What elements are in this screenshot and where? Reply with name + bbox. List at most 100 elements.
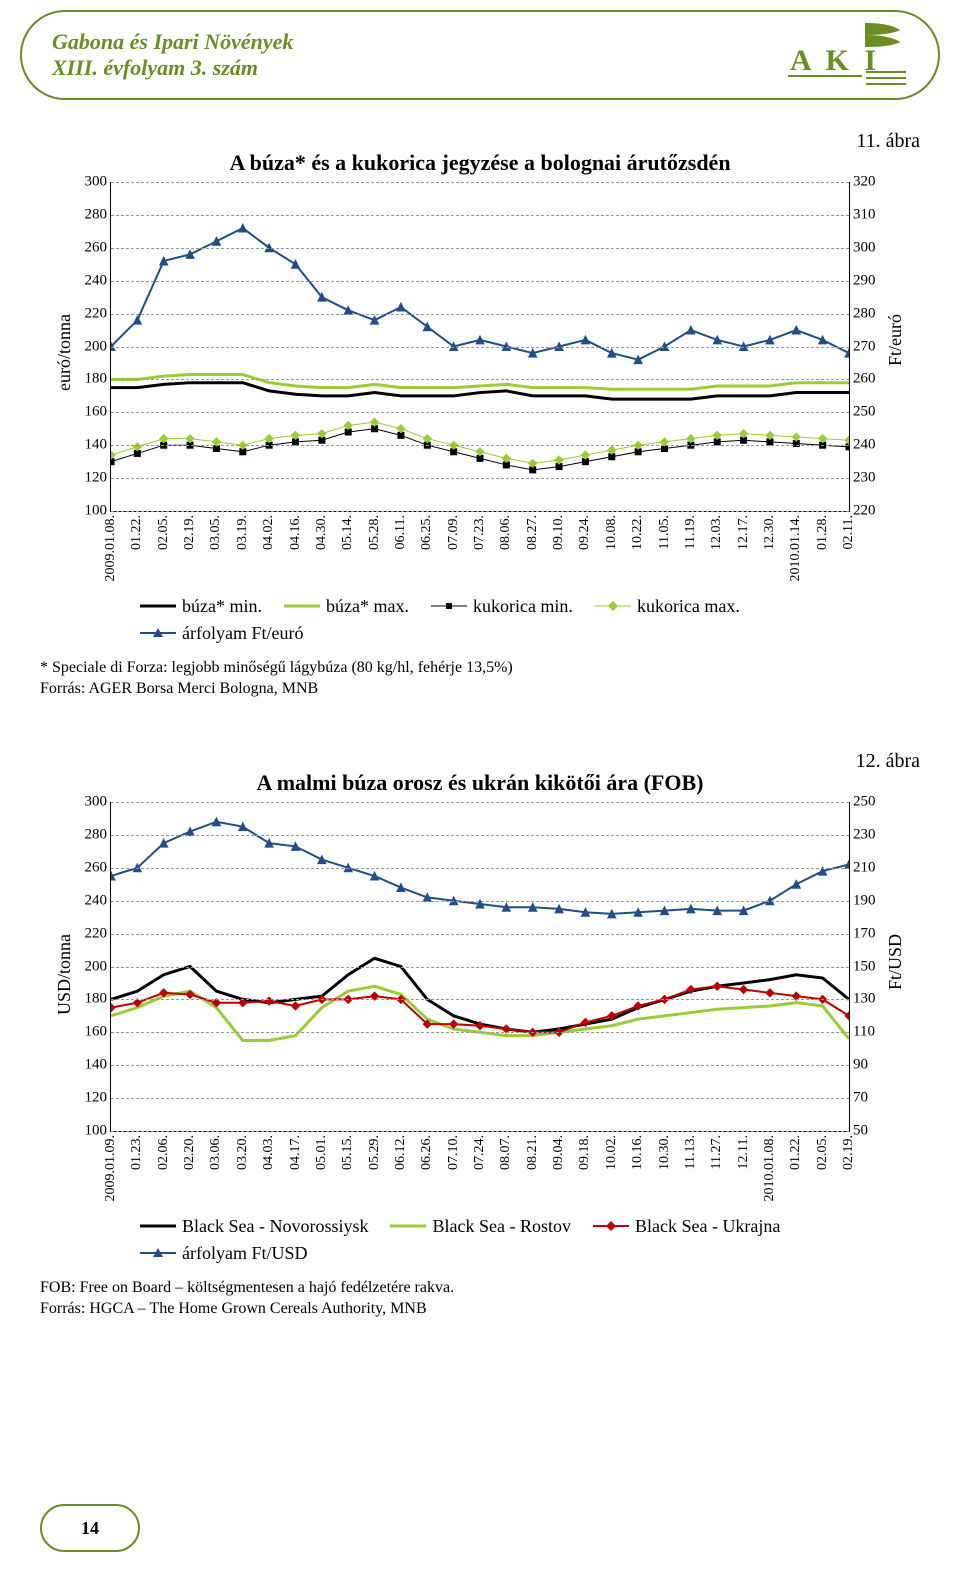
chart2-fig-label: 12. ábra [856,750,920,773]
ytick-right: 50 [853,1123,883,1140]
chart1-footnote2: Forrás: AGER Borsa Merci Bologna, MNB [40,679,920,700]
xtick: 01.22. [788,1135,804,1170]
xtick: 2009.01.08. [103,515,119,582]
xtick: 11.19. [683,515,699,549]
ytick-left: 260 [77,239,107,256]
ytick-right: 130 [853,991,883,1008]
xtick: 10.02. [604,1135,620,1170]
ytick-right: 210 [853,859,883,876]
xtick: 10.22. [630,515,646,550]
xtick: 11.13. [683,1135,699,1169]
chart-2-block: 12. ábra A malmi búza orosz és ukrán kik… [40,770,920,1290]
page-number: 14 [40,1504,140,1552]
xtick: 02.20. [182,1135,198,1170]
xtick: 12.03. [709,515,725,550]
legend-item: Black Sea - Novorossiysk [140,1216,368,1237]
ytick-right: 70 [853,1090,883,1107]
chart2-title: A malmi búza orosz és ukrán kikötői ára … [40,770,920,796]
legend-label: árfolyam Ft/USD [182,1243,308,1264]
xtick: 01.22. [129,515,145,550]
ytick-left: 260 [77,859,107,876]
xtick: 07.23. [472,515,488,550]
xtick: 2009.01.09. [103,1135,119,1202]
xtick: 08.07. [498,1135,514,1170]
legend-label: árfolyam Ft/euró [182,623,303,644]
xtick: 03.06. [208,1135,224,1170]
xtick: 04.30. [314,515,330,550]
ytick-left: 140 [77,1057,107,1074]
ytick-right: 220 [853,503,883,520]
ytick-left: 280 [77,206,107,223]
legend-item: búza* min. [140,596,262,617]
page-header: Gabona és Ipari Növények XIII. évfolyam … [20,10,940,100]
xtick: 08.21. [525,1135,541,1170]
xtick: 12.30. [762,515,778,550]
chart1-ylabel-right: Ft/euró [885,314,906,366]
ytick-left: 220 [77,305,107,322]
xtick: 02.19. [182,515,198,550]
legend-item: Black Sea - Rostov [390,1216,570,1237]
chart-1-block: 11. ábra A búza* és a kukorica jegyzése … [40,150,920,620]
xtick: 2010.01.08. [762,1135,778,1202]
ytick-left: 300 [77,794,107,811]
ytick-right: 150 [853,958,883,975]
xtick: 09.24. [577,515,593,550]
xtick: 06.12. [393,1135,409,1170]
header-title: Gabona és Ipari Növények XIII. évfolyam … [52,29,293,82]
xtick: 08.27. [525,515,541,550]
legend-item: kukorica max. [595,596,740,617]
ytick-right: 230 [853,470,883,487]
legend-label: Black Sea - Rostov [432,1216,570,1237]
chart2-plot-area: 1001201401601802002202402602803005070901… [110,802,850,1132]
legend-item: Black Sea - Ukrajna [593,1216,780,1237]
ytick-right: 170 [853,925,883,942]
ytick-left: 140 [77,437,107,454]
xtick: 02.05. [156,515,172,550]
ytick-right: 250 [853,794,883,811]
xtick: 05.15. [340,1135,356,1170]
ytick-right: 90 [853,1057,883,1074]
xtick: 07.24. [472,1135,488,1170]
chart2-footnote1: FOB: Free on Board – költségmentesen a h… [40,1278,920,1299]
ytick-left: 160 [77,1024,107,1041]
ytick-left: 120 [77,1090,107,1107]
chart1-plot-area: 1001201401601802002202402602803002202302… [110,182,850,512]
chart2-ylabel-right: Ft/USD [885,934,906,990]
ytick-left: 180 [77,991,107,1008]
ytick-right: 290 [853,272,883,289]
legend-label: Black Sea - Ukrajna [635,1216,780,1237]
xtick: 02.11. [841,515,857,549]
xtick: 12.17. [736,515,752,550]
chart2-legend: Black Sea - Novorossiysk Black Sea - Rost… [140,1216,920,1264]
ytick-right: 190 [853,892,883,909]
chart1-footnote: * Speciale di Forza: legjobb minőségű lá… [40,658,920,700]
chart2-footnote: FOB: Free on Board – költségmentesen a h… [40,1278,920,1320]
xtick: 11.27. [709,1135,725,1169]
xtick: 02.19. [841,1135,857,1170]
xtick: 10.30. [657,1135,673,1170]
chart1-title: A búza* és a kukorica jegyzése a bologna… [40,150,920,176]
xtick: 05.01. [314,1135,330,1170]
ytick-left: 200 [77,338,107,355]
xtick: 06.26. [419,1135,435,1170]
ytick-left: 240 [77,272,107,289]
ytick-left: 240 [77,892,107,909]
xtick: 08.06. [498,515,514,550]
chart1-legend: búza* min.búza* max.kukorica min.kukoric… [140,596,920,644]
ytick-right: 280 [853,305,883,322]
ytick-right: 250 [853,404,883,421]
xtick: 03.05. [208,515,224,550]
logo: A K I [788,20,908,90]
xtick: 03.19. [235,515,251,550]
ytick-left: 160 [77,404,107,421]
xtick: 12.11. [736,1135,752,1169]
xtick: 04.16. [288,515,304,550]
legend-label: búza* min. [182,596,262,617]
xtick: 02.05. [815,1135,831,1170]
xtick: 10.08. [604,515,620,550]
xtick: 02.06. [156,1135,172,1170]
ytick-left: 220 [77,925,107,942]
ytick-left: 300 [77,174,107,191]
xtick: 05.28. [367,515,383,550]
ytick-right: 320 [853,174,883,191]
